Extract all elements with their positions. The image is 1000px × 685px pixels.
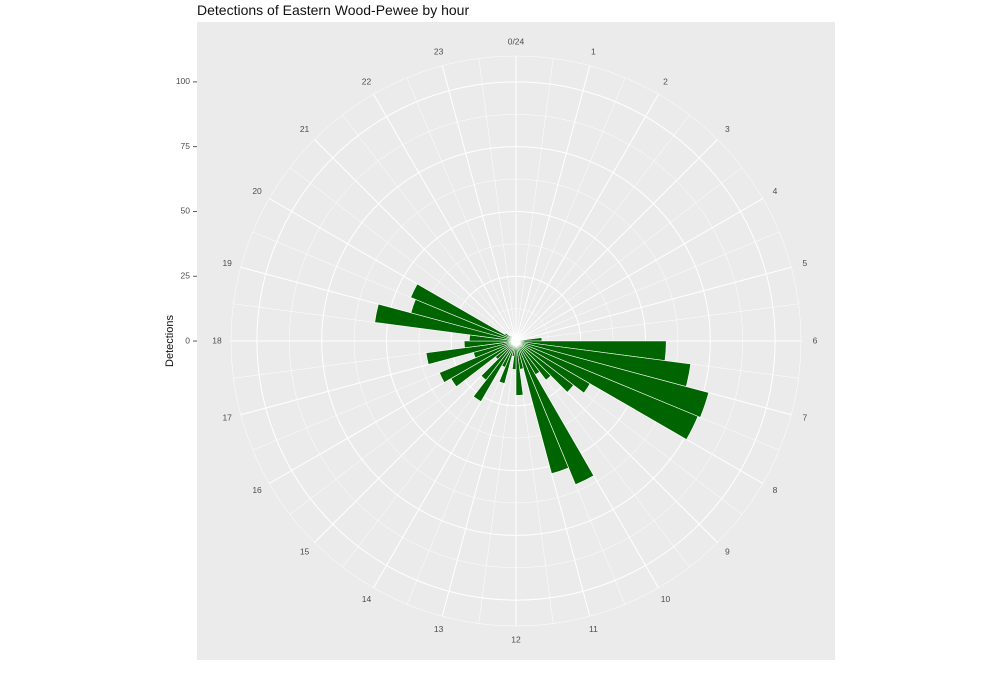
hour-label-3: 3: [725, 124, 730, 134]
hour-label-20: 20: [252, 186, 262, 196]
hour-label-2: 2: [663, 76, 668, 86]
hour-label-17: 17: [222, 413, 232, 423]
minor-grid-spoke: [406, 340, 517, 605]
hour-label-15: 15: [300, 547, 310, 557]
hour-label-0: 0/24: [508, 36, 525, 46]
y-tick-label-25: 25: [181, 270, 191, 280]
major-grid-spoke: [441, 340, 517, 617]
hour-label-4: 4: [773, 186, 778, 196]
y-tick-label-0: 0: [185, 335, 190, 345]
hour-label-14: 14: [362, 594, 372, 604]
minor-grid-circle: [353, 178, 679, 504]
major-grid-spoke: [373, 93, 517, 342]
hour-label-13: 13: [434, 624, 444, 634]
major-grid-spoke: [515, 65, 591, 342]
hour-label-1: 1: [591, 46, 596, 56]
hour-labels: 0/24123456789101112131415161718192021222…: [212, 36, 817, 644]
hour-label-18: 18: [212, 335, 222, 345]
major-grid-spoke: [314, 139, 517, 342]
bar-12: [515, 340, 524, 396]
minor-grid-spoke: [515, 77, 626, 342]
bar-9: [515, 340, 595, 486]
bar-23: [425, 340, 517, 365]
hour-label-9: 9: [725, 547, 730, 557]
hour-label-16: 16: [252, 485, 262, 495]
bar-7: [515, 340, 552, 381]
bar-3: [515, 340, 710, 418]
outer-grid-circle: [230, 55, 802, 627]
hour-label-5: 5: [802, 258, 807, 268]
major-grid-spoke: [515, 139, 718, 342]
minor-grid-spoke: [406, 77, 517, 342]
minor-grid-spoke: [342, 114, 517, 342]
minor-grid-spoke: [478, 58, 517, 342]
y-tick-label-75: 75: [181, 141, 191, 151]
minor-grid-spoke: [289, 167, 517, 342]
bar-17: [472, 340, 517, 402]
hour-label-19: 19: [222, 258, 232, 268]
minor-grid-spoke: [515, 58, 554, 342]
chart-title: Detections of Eastern Wood-Pewee by hour: [197, 2, 470, 18]
bar-5: [515, 340, 591, 394]
hour-label-12: 12: [511, 634, 521, 644]
y-tick-label-100: 100: [176, 76, 190, 86]
bar-24: [463, 340, 517, 349]
hour-label-23: 23: [434, 46, 444, 56]
hour-label-21: 21: [300, 124, 310, 134]
bar-6: [515, 340, 574, 393]
y-tick-label-50: 50: [181, 206, 191, 216]
major-grid-spoke: [515, 198, 764, 342]
minor-grid-spoke: [515, 303, 799, 342]
y-axis: 0 25 50 75 100: [176, 76, 197, 345]
major-grid-spoke: [515, 93, 659, 342]
major-grid-spoke: [441, 65, 517, 342]
hour-label-7: 7: [802, 413, 807, 423]
bar-30: [509, 335, 517, 342]
hour-label-10: 10: [661, 594, 671, 604]
minor-grid-spoke: [515, 231, 780, 342]
minor-grid-circle: [289, 114, 743, 568]
hour-label-11: 11: [589, 624, 598, 634]
bar-4: [515, 340, 699, 440]
bar-21: [439, 340, 517, 383]
hour-label-22: 22: [362, 76, 372, 86]
bar-28: [410, 283, 517, 342]
bar-18: [480, 340, 517, 381]
hour-label-8: 8: [773, 485, 778, 495]
minor-grid-spoke: [515, 114, 690, 342]
minor-grid-spoke: [515, 167, 743, 342]
minor-grid-spoke: [478, 340, 517, 624]
major-grid-spoke: [515, 266, 792, 342]
bars: [374, 283, 710, 486]
hour-label-6: 6: [813, 335, 818, 345]
bar-10: [515, 340, 569, 475]
